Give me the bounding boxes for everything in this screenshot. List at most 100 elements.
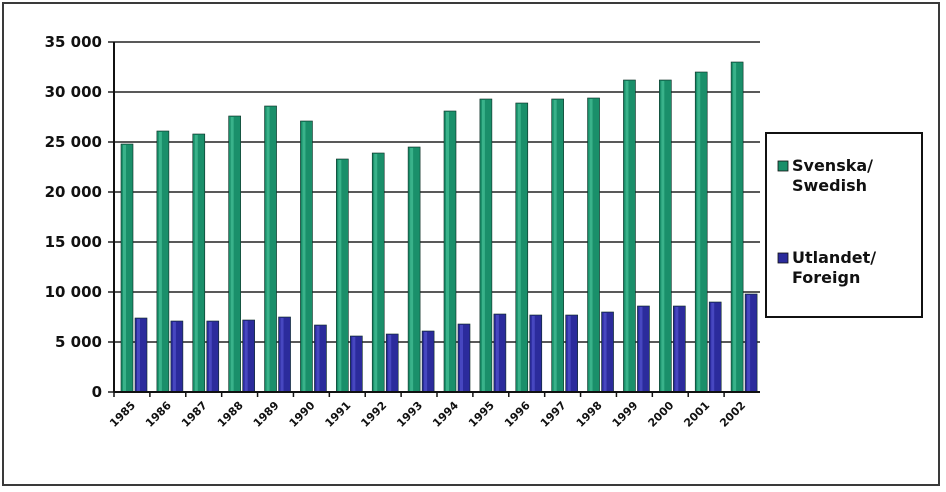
x-tick-label: 1998 bbox=[574, 399, 605, 430]
bar-foreign-2000 bbox=[673, 305, 686, 393]
y-tick-label: 30 000 bbox=[45, 83, 102, 101]
bar-highlight bbox=[733, 63, 737, 391]
bar-highlight bbox=[446, 112, 449, 391]
bar-foreign-1997 bbox=[565, 314, 578, 393]
legend-swatch bbox=[777, 160, 789, 172]
x-tick-label: 1987 bbox=[179, 399, 210, 430]
bar-swedish-1992 bbox=[371, 152, 385, 393]
bar-foreign-1998 bbox=[601, 311, 614, 393]
bar-swedish-1993 bbox=[407, 146, 421, 393]
legend-label: Svenska/ bbox=[792, 156, 873, 175]
x-axis-ticks: 1985 1986 1987 1988 1989 1990 1991 1992 1993 1994… bbox=[107, 392, 748, 430]
bar-highlight bbox=[495, 315, 499, 391]
bar-foreign-2002 bbox=[744, 293, 758, 393]
bar-highlight bbox=[230, 117, 234, 391]
bar-swedish-1994 bbox=[443, 110, 457, 393]
x-tick-label: 1988 bbox=[215, 399, 246, 430]
bar-swedish-1988 bbox=[228, 115, 241, 393]
bar-highlight bbox=[517, 104, 521, 391]
bar-highlight bbox=[711, 303, 715, 391]
bar-swedish-1995 bbox=[479, 98, 493, 393]
y-tick-label: 25 000 bbox=[45, 133, 102, 151]
x-tick-label: 1996 bbox=[502, 399, 533, 430]
bar-highlight bbox=[639, 307, 643, 391]
y-axis-ticks: 0 5 000 10 000 15 000 20 000 25 000 30 000 35 0… bbox=[45, 33, 114, 401]
bar-foreign-1991 bbox=[350, 335, 363, 393]
x-tick-label: 1999 bbox=[610, 399, 641, 430]
bar-highlight bbox=[208, 322, 212, 391]
bar-swedish-2001 bbox=[694, 71, 708, 393]
x-tick-label: 1986 bbox=[143, 399, 174, 430]
bar-highlight bbox=[697, 73, 701, 391]
x-tick-label: 1994 bbox=[430, 399, 461, 430]
bar-foreign-1985 bbox=[134, 317, 148, 393]
bar-highlight bbox=[123, 145, 126, 391]
bar-highlight bbox=[589, 99, 593, 391]
x-tick-label: 1989 bbox=[251, 399, 282, 430]
bar-highlight bbox=[316, 326, 320, 391]
bar-highlight bbox=[553, 100, 557, 391]
bar-foreign-1987 bbox=[206, 320, 220, 393]
legend-label: Swedish bbox=[792, 176, 867, 195]
x-tick-label: 1991 bbox=[323, 399, 354, 430]
y-tick-label: 15 000 bbox=[45, 233, 102, 251]
bar-swedish-1991 bbox=[336, 158, 349, 393]
x-tick-label: 2000 bbox=[646, 399, 677, 430]
bar-swedish-1985 bbox=[120, 143, 134, 393]
bar-highlight bbox=[460, 325, 463, 391]
bar-swedish-2000 bbox=[659, 79, 672, 393]
bar-highlight bbox=[747, 295, 751, 391]
legend-label: Foreign bbox=[792, 268, 860, 287]
bar-foreign-1993 bbox=[421, 330, 435, 393]
bar-swedish-1996 bbox=[515, 102, 529, 393]
y-tick-label: 10 000 bbox=[45, 283, 102, 301]
legend: Svenska/Swedish Utlandet/Foreign bbox=[765, 132, 923, 318]
bar-foreign-1992 bbox=[385, 333, 399, 393]
y-tick-label: 20 000 bbox=[45, 183, 102, 201]
bar-foreign-1990 bbox=[314, 324, 327, 393]
bar-highlight bbox=[137, 319, 140, 391]
bar-highlight bbox=[266, 107, 270, 391]
x-tick-label: 1995 bbox=[466, 399, 497, 430]
x-tick-label: 1992 bbox=[358, 399, 389, 430]
x-tick-label: 2001 bbox=[681, 399, 712, 430]
bar-highlight bbox=[661, 81, 665, 391]
bar-highlight bbox=[625, 81, 629, 391]
bar-foreign-1995 bbox=[493, 313, 507, 393]
x-tick-label: 1985 bbox=[107, 399, 138, 430]
bar-highlight bbox=[158, 132, 162, 391]
y-tick-label: 5 000 bbox=[55, 333, 102, 351]
bar-swedish-1986 bbox=[156, 130, 170, 393]
bar-highlight bbox=[410, 148, 414, 391]
bar-foreign-1989 bbox=[278, 316, 291, 393]
bar-highlight bbox=[567, 316, 571, 391]
x-tick-label: 1997 bbox=[538, 399, 569, 430]
y-tick-label: 35 000 bbox=[45, 33, 102, 51]
x-tick-label: 2002 bbox=[717, 399, 748, 430]
bar-highlight bbox=[302, 122, 306, 391]
bar-swedish-1999 bbox=[623, 79, 636, 393]
bar-swedish-1989 bbox=[264, 105, 277, 393]
bar-highlight bbox=[280, 318, 284, 391]
legend-label: Utlandet/ bbox=[792, 248, 876, 267]
bar-highlight bbox=[603, 313, 607, 391]
bar-highlight bbox=[244, 321, 248, 391]
legend-swatch bbox=[777, 252, 789, 264]
bar-swedish-2002 bbox=[730, 61, 744, 393]
bar-highlight bbox=[374, 154, 378, 391]
bar-highlight bbox=[172, 322, 176, 391]
bar-foreign-1999 bbox=[637, 305, 650, 393]
bar-highlight bbox=[194, 135, 198, 391]
bar-foreign-1996 bbox=[529, 314, 543, 393]
x-tick-label: 1993 bbox=[394, 399, 425, 430]
bar-highlight bbox=[481, 100, 485, 391]
legend-box bbox=[765, 132, 923, 318]
bar-swedish-1990 bbox=[300, 120, 313, 393]
y-tick-label: 0 bbox=[92, 383, 102, 401]
bar-highlight bbox=[675, 307, 679, 391]
bar-swedish-1987 bbox=[192, 133, 206, 393]
bar-highlight bbox=[531, 316, 535, 391]
bar-swedish-1998 bbox=[587, 97, 600, 393]
bar-foreign-1986 bbox=[170, 320, 184, 393]
